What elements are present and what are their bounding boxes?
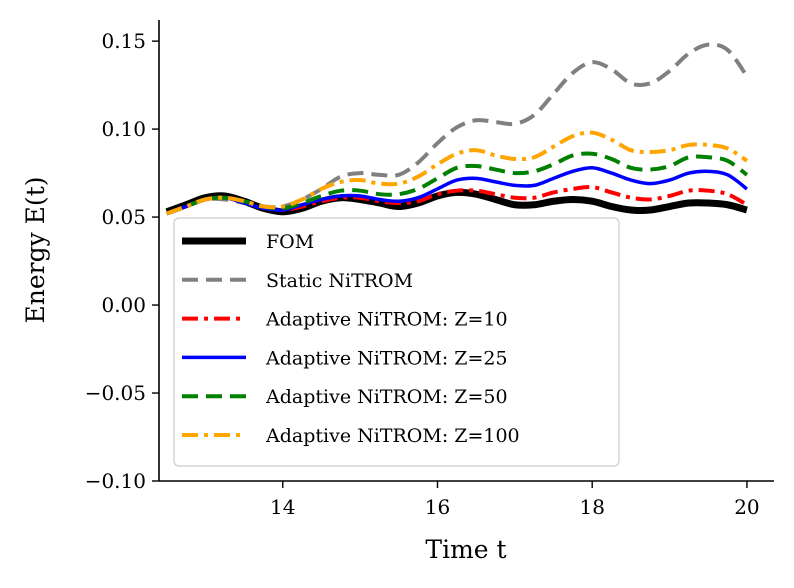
y-tick-label: 0.05 [101,205,146,229]
legend-label-3: Adaptive NiTROM: Z=10 [265,309,508,331]
y-tick-label: −0.05 [85,381,146,405]
legend: FOM Static NiTROM Adaptive NiTROM: Z=10 Ada… [173,217,620,467]
legend-label-4: Adaptive NiTROM: Z=25 [265,347,508,369]
x-tick-label: 20 [734,495,759,519]
y-tick-label: 0.00 [101,293,146,317]
legend-label-2: Static NiTROM [266,270,413,292]
x-tick-label: 18 [579,495,604,519]
x-tick-label: 16 [425,495,450,519]
series-line-2 [166,42,749,216]
series-line-6 [166,130,749,216]
legend-label-5: Adaptive NiTROM: Z=50 [265,386,508,408]
y-tick-label: −0.10 [85,469,146,493]
plot-area [165,42,749,216]
ticks: 14 16 18 20 −0.10 −0.05 0.00 0.05 0.10 0.15 [85,29,760,519]
x-tick-label: 14 [270,495,295,519]
y-tick-label: 0.15 [101,29,146,53]
axes [158,20,774,482]
legend-label-6: Adaptive NiTROM: Z=100 [265,425,520,447]
y-tick-label: 0.10 [101,117,146,141]
x-axis-label: Time t [425,535,506,564]
y-axis-label: Energy E(t) [21,177,50,324]
legend-box [173,217,620,467]
legend-label-1: FOM [266,231,314,253]
